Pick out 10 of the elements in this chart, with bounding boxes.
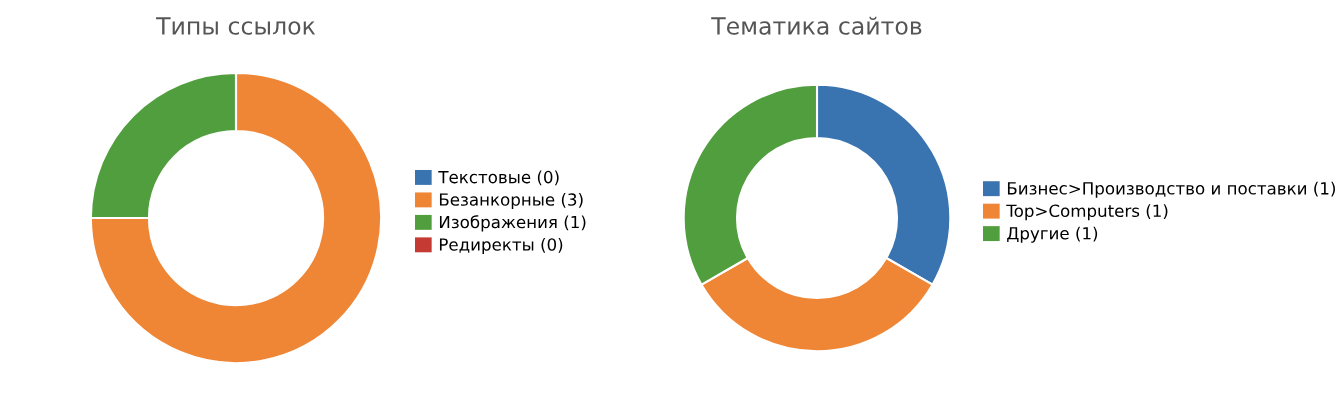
chart-title: Тематика сайтов	[711, 16, 922, 35]
legend-label: Изображения (1)	[439, 215, 586, 232]
legend-label: Редиректы (0)	[439, 237, 563, 255]
chart-title: Типы ссылок	[156, 17, 316, 35]
legend-label: Текстовые (0)	[438, 170, 559, 186]
legend-label: Top>Computers (1)	[1006, 204, 1168, 221]
legend-label: Бизнес>Производство и поставки (1)	[1007, 181, 1335, 198]
legend-label: Другие (1)	[1007, 226, 1098, 243]
donut-slice	[89, 71, 383, 365]
legend-label: Безанкорные (3)	[439, 192, 583, 210]
